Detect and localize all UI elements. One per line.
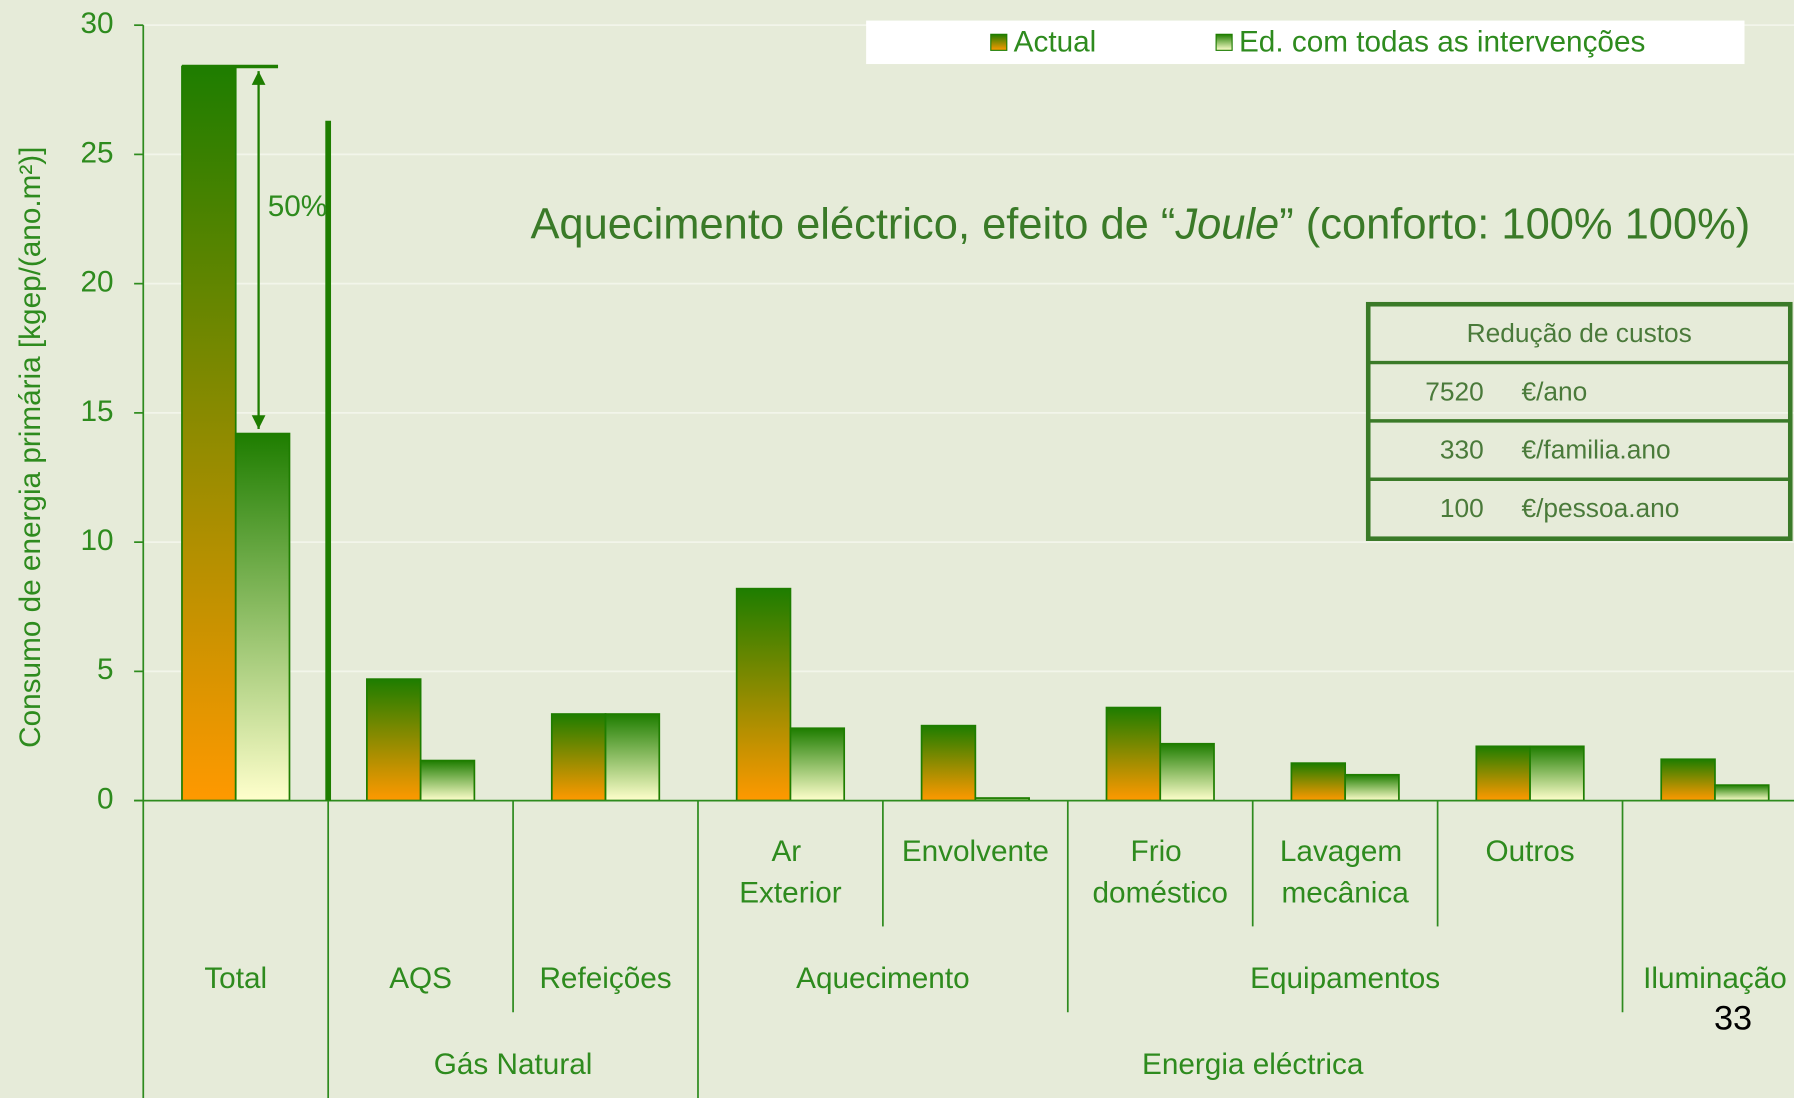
- page-number: 33: [1714, 999, 1752, 1037]
- bar: [1344, 773, 1400, 802]
- arrow-head: [251, 415, 266, 429]
- x-tick-label: Iluminação: [1643, 962, 1787, 995]
- y-tick-label: 10: [80, 524, 113, 557]
- annotation: 50%: [268, 190, 327, 223]
- title-part: Joule: [1174, 201, 1279, 249]
- bar: [1660, 758, 1716, 802]
- bar: [1529, 745, 1585, 802]
- y-tick-label: 20: [80, 266, 113, 299]
- y-tick-label: 15: [80, 395, 113, 428]
- arrow-head: [251, 71, 266, 85]
- bar: [1105, 706, 1162, 802]
- bar: [1290, 762, 1347, 802]
- y-axis-label: Consumo de energia primária [kgep/(ano.m…: [14, 147, 47, 748]
- bar: [181, 65, 237, 802]
- bar: [735, 587, 792, 802]
- legend-box: [866, 20, 1745, 65]
- x-tick-label: Frio doméstico: [1093, 835, 1228, 909]
- table-unit: €/familia.ano: [1521, 435, 1670, 465]
- bar: [1714, 784, 1770, 802]
- table-header: Redução de custos: [1467, 318, 1692, 348]
- title-part: Aquecimento eléctrico, efeito de “: [530, 201, 1175, 249]
- table-value: 100: [1440, 493, 1484, 523]
- bar: [419, 759, 476, 802]
- table-unit: €/pessoa.ano: [1521, 493, 1679, 523]
- category-top-group-label: Gás Natural: [434, 1048, 593, 1081]
- x-tick-label: Ar Exterior: [739, 835, 841, 909]
- bar: [920, 724, 977, 802]
- bar: [604, 713, 661, 802]
- chart-title: Aquecimento eléctrico, efeito de “Joule”…: [530, 201, 1750, 249]
- category-top-group-label: Energia eléctrica: [1142, 1048, 1364, 1081]
- x-tick-label: Total: [204, 962, 267, 995]
- legend-label: Actual: [1014, 25, 1097, 58]
- table-unit: €/ano: [1521, 376, 1587, 406]
- category-group-label: Aquecimento: [796, 962, 969, 995]
- y-tick-label: 0: [97, 782, 114, 815]
- legend-label: Ed. com todas as intervenções: [1239, 25, 1645, 58]
- category-group-label: Equipamentos: [1250, 962, 1440, 995]
- bar: [1475, 745, 1531, 802]
- bar: [234, 432, 291, 802]
- x-tick-label: Outros: [1485, 835, 1574, 868]
- x-tick-label: Envolvente: [902, 835, 1049, 868]
- table-value: 7520: [1425, 376, 1484, 406]
- x-tick-label: Refeições: [539, 962, 671, 995]
- x-tick-label: Lavagem mecânica: [1280, 835, 1411, 909]
- bar: [789, 727, 846, 802]
- bar: [1159, 742, 1215, 802]
- x-tick-label: AQS: [389, 962, 452, 995]
- bar: [366, 678, 422, 802]
- bar: [550, 713, 607, 802]
- y-tick-label: 5: [97, 653, 114, 686]
- table-value: 330: [1440, 435, 1484, 465]
- y-tick-label: 25: [80, 136, 113, 169]
- legend-swatch: [1215, 33, 1233, 51]
- legend-swatch: [990, 33, 1008, 51]
- title-part: ” (conforto: 100% 100%): [1279, 201, 1750, 249]
- y-tick-label: 30: [80, 7, 113, 40]
